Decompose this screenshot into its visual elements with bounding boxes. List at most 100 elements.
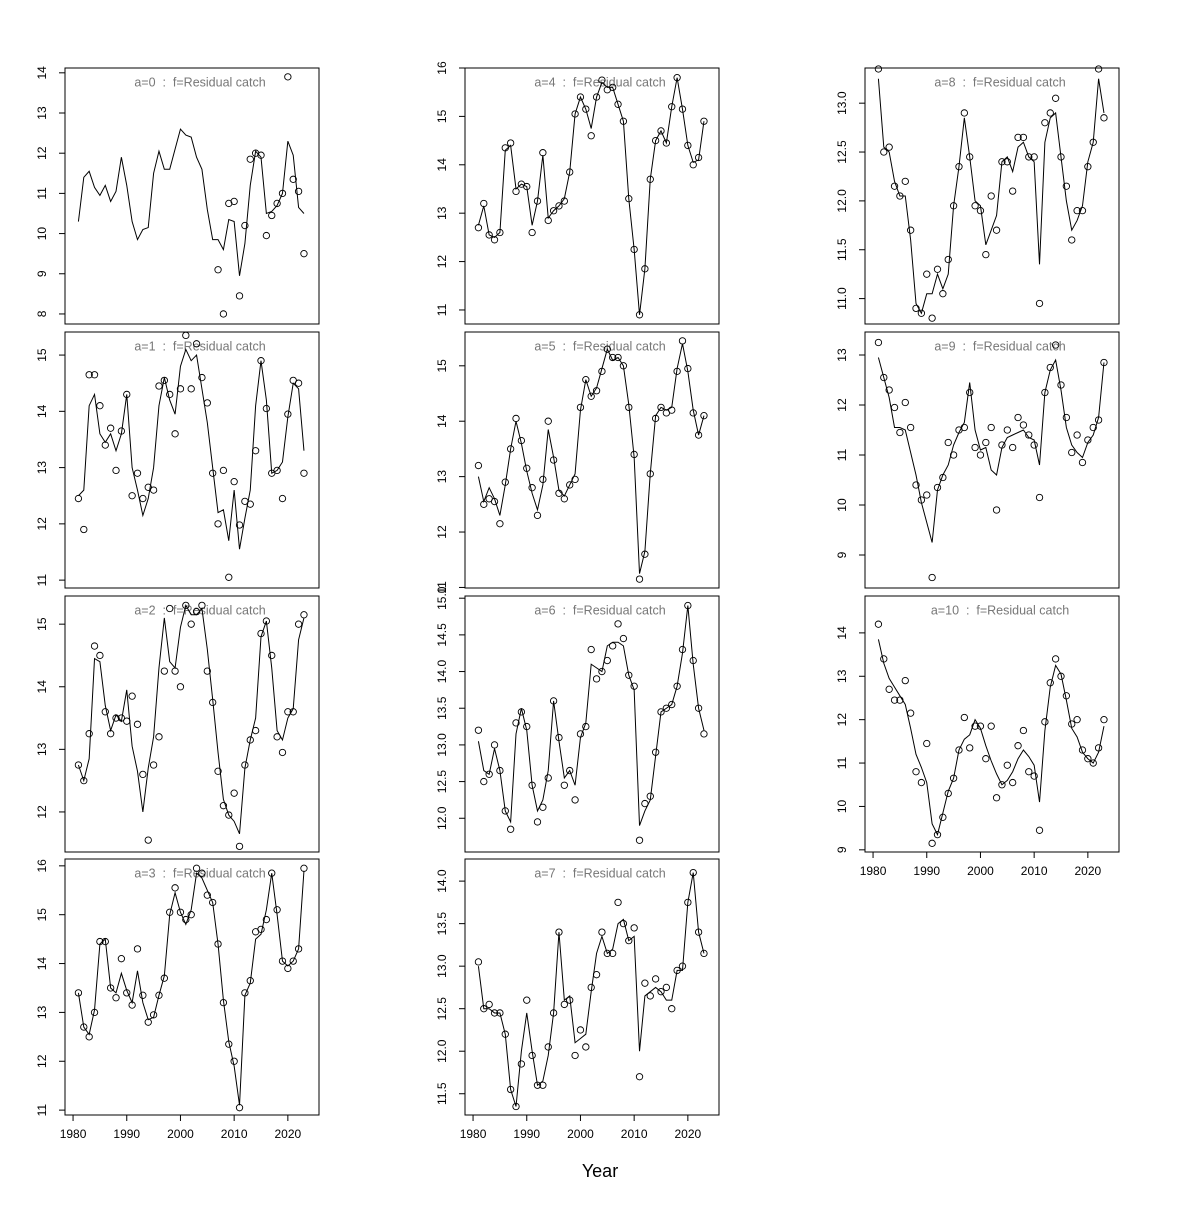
observed-point [187,911,195,919]
observed-point [490,497,499,506]
observed-point [609,83,617,92]
observed-point [1030,772,1038,780]
y-tick-label: 10 [835,799,849,813]
observed-point [874,65,883,73]
observed-point [496,1009,504,1017]
y-tick-label: 11 [35,574,49,587]
observed-point [1094,744,1103,752]
observed-point [289,708,297,716]
observed-point [609,353,617,362]
observed-point [944,438,952,447]
observed-point [1073,431,1081,439]
observed-point [1046,679,1054,687]
observed-point [246,976,254,985]
observed-point [976,722,985,730]
y-tick-label: 13 [835,348,849,362]
observed-point [651,975,660,983]
observed-point [571,796,579,804]
observed-point [651,414,660,423]
fitted-line [77,870,305,1106]
observed-point [571,1051,579,1060]
observed-point [1100,114,1108,122]
observed-point [523,722,531,731]
observed-point [523,182,531,191]
observed-point [74,494,83,503]
y-tick-label: 13 [835,669,849,683]
observed-point [528,1051,536,1060]
observed-point [549,1009,558,1017]
panel-title: a=1 : f=Residual catch [134,339,265,353]
observed-point [700,730,708,738]
observed-point [225,573,233,581]
observed-point [474,224,483,232]
y-tick-label: 12 [835,398,849,412]
observed-point [246,500,254,508]
x-tick-label: 1990 [513,1127,540,1141]
observed-point [966,153,974,161]
observed-point [906,226,915,234]
x-tick-label: 2010 [221,1127,248,1141]
x-tick-label: 2020 [1075,864,1102,878]
observed-point [166,604,174,613]
y-tick-label: 15 [35,348,49,362]
observed-point [1078,207,1087,215]
observed-point [544,216,552,225]
observed-point [133,469,142,477]
observed-point [641,979,649,987]
observed-point [998,441,1006,449]
observed-point [625,936,633,945]
observed-point [1094,65,1103,73]
observed-point [501,144,509,152]
observed-point [987,423,995,432]
observed-point [1014,133,1022,142]
observed-point [225,1040,233,1048]
observed-point [694,431,703,439]
x-tick-label: 2020 [275,1127,302,1141]
observed-point [890,403,899,412]
y-tick-label: 15.0 [435,586,449,610]
observed-point [700,949,708,958]
y-tick-label: 10 [835,498,849,512]
observed-point [1041,119,1049,127]
observed-point [474,461,483,470]
observed-point [923,270,931,278]
observed-point [241,761,249,769]
observed-point [1089,423,1097,432]
observed-point [533,197,542,205]
observed-point [592,971,601,979]
observed-point [149,1011,158,1019]
x-tick-label: 2000 [567,1127,594,1141]
y-tick-label: 10 [35,227,49,241]
y-tick-label: 12.5 [435,770,449,794]
observed-point [576,403,585,412]
observed-point [512,414,520,423]
y-tick-label: 8 [35,310,49,317]
observed-point [555,202,563,210]
observed-point [262,231,271,240]
observed-point [684,601,692,610]
observed-point [992,506,1001,514]
observed-point [641,265,649,273]
observed-point [949,774,958,782]
observed-point [625,403,633,412]
observed-point [1062,413,1071,422]
observed-point [971,443,979,452]
observed-point [619,117,628,125]
y-tick-label: 11 [35,1104,49,1117]
observed-point [235,1104,244,1112]
y-tick-label: 11 [435,581,449,594]
observed-point [1057,672,1065,680]
observed-point [533,818,542,826]
observed-point [955,163,963,171]
observed-point [587,983,595,992]
plot-frame [464,331,720,589]
observed-point [485,231,493,239]
observed-point [246,155,254,163]
y-tick-label: 13.0 [435,733,449,757]
y-tick-label: 11.5 [835,238,849,261]
panel-title: a=10 : f=Residual catch [931,603,1069,617]
y-tick-label: 11 [35,187,49,200]
x-tick-label: 2000 [967,864,994,878]
observed-point [506,1085,515,1094]
